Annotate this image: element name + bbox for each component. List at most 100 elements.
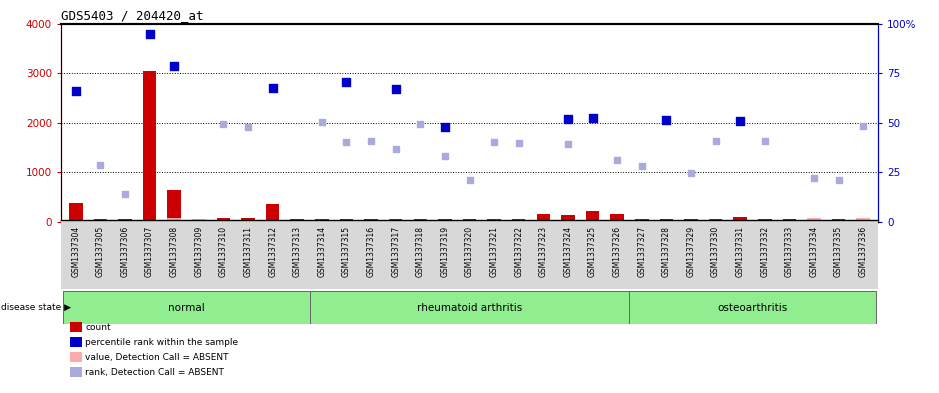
Bar [290, 219, 304, 222]
Text: GSM1337336: GSM1337336 [858, 226, 868, 277]
Text: GDS5403 / 204420_at: GDS5403 / 204420_at [61, 9, 204, 22]
Bar [266, 204, 280, 222]
Bar [856, 218, 870, 222]
Point [413, 121, 428, 127]
Point [315, 119, 330, 125]
Point [511, 140, 526, 146]
Text: GSM1337322: GSM1337322 [515, 226, 523, 277]
Bar [217, 218, 230, 222]
Point [659, 117, 674, 123]
Bar [389, 219, 403, 222]
Text: normal: normal [168, 303, 205, 312]
Point [438, 124, 453, 130]
Bar [94, 219, 107, 222]
Text: GSM1337311: GSM1337311 [243, 226, 253, 277]
Text: GSM1337309: GSM1337309 [194, 226, 204, 277]
Bar [512, 219, 526, 222]
Bar [192, 219, 206, 222]
Point [462, 177, 477, 183]
Text: GSM1337304: GSM1337304 [71, 226, 81, 277]
Point [388, 146, 403, 152]
Text: GSM1337327: GSM1337327 [638, 226, 646, 277]
Point [117, 191, 132, 197]
Point [807, 175, 822, 182]
Text: GSM1337323: GSM1337323 [539, 226, 547, 277]
Text: GSM1337313: GSM1337313 [293, 226, 301, 277]
Bar [808, 219, 821, 222]
Text: GSM1337329: GSM1337329 [686, 226, 696, 277]
Bar [758, 219, 772, 222]
Bar [143, 71, 157, 222]
Bar [340, 219, 353, 222]
Text: GSM1337326: GSM1337326 [612, 226, 622, 277]
Text: GSM1337330: GSM1337330 [711, 226, 720, 277]
Point [708, 138, 723, 144]
Point [339, 79, 354, 85]
Text: GSM1337325: GSM1337325 [588, 226, 597, 277]
Text: GSM1337328: GSM1337328 [662, 226, 670, 277]
Bar [536, 214, 550, 222]
Bar [241, 218, 254, 222]
Bar [659, 219, 673, 222]
Bar [439, 219, 452, 222]
Point [240, 124, 255, 130]
Point [732, 118, 747, 125]
Point [561, 116, 576, 122]
Point [634, 163, 649, 170]
Bar [685, 219, 698, 222]
Text: osteoarthritis: osteoarthritis [717, 303, 788, 312]
Bar [856, 218, 870, 222]
Bar [635, 219, 649, 222]
Point [93, 162, 108, 168]
Point [609, 157, 624, 163]
Bar [316, 219, 329, 222]
Text: GSM1337318: GSM1337318 [416, 226, 424, 277]
Bar [463, 219, 476, 222]
Point [265, 85, 280, 91]
Text: GSM1337307: GSM1337307 [146, 226, 154, 277]
Text: disease state ▶: disease state ▶ [1, 303, 71, 312]
Bar [413, 219, 427, 222]
Bar [709, 219, 722, 222]
Bar [167, 190, 181, 222]
Bar [808, 218, 821, 222]
Text: GSM1337335: GSM1337335 [834, 226, 843, 277]
Text: GSM1337312: GSM1337312 [269, 226, 277, 277]
Point [684, 170, 699, 176]
Point [855, 123, 870, 129]
FancyBboxPatch shape [629, 291, 875, 324]
Text: rank, Detection Call = ABSENT: rank, Detection Call = ABSENT [85, 368, 224, 376]
Text: rheumatoid arthritis: rheumatoid arthritis [417, 303, 522, 312]
Point [831, 177, 846, 184]
Bar [610, 214, 623, 222]
Text: GSM1337310: GSM1337310 [219, 226, 228, 277]
Text: GSM1337306: GSM1337306 [120, 226, 130, 277]
Bar [364, 219, 377, 222]
Text: GSM1337321: GSM1337321 [489, 226, 499, 277]
FancyBboxPatch shape [64, 291, 310, 324]
Bar [832, 219, 845, 222]
Text: GSM1337317: GSM1337317 [392, 226, 400, 277]
Text: GSM1337319: GSM1337319 [440, 226, 450, 277]
Text: GSM1337320: GSM1337320 [465, 226, 474, 277]
Point [585, 115, 600, 121]
Text: GSM1337305: GSM1337305 [96, 226, 105, 277]
Text: count: count [85, 323, 111, 332]
Text: GSM1337333: GSM1337333 [785, 226, 793, 277]
Bar [562, 215, 575, 222]
Text: GSM1337331: GSM1337331 [735, 226, 745, 277]
Bar [69, 203, 83, 222]
Text: GSM1337332: GSM1337332 [761, 226, 769, 277]
Point [438, 152, 453, 159]
FancyBboxPatch shape [310, 291, 629, 324]
Text: GSM1337315: GSM1337315 [342, 226, 351, 277]
Bar [586, 211, 599, 222]
Bar [487, 219, 500, 222]
Bar [118, 219, 131, 222]
Text: GSM1337308: GSM1337308 [170, 226, 178, 277]
Point [561, 141, 576, 147]
Bar [167, 218, 181, 222]
Text: percentile rank within the sample: percentile rank within the sample [85, 338, 239, 347]
Point [339, 138, 354, 145]
Text: GSM1337324: GSM1337324 [563, 226, 573, 277]
